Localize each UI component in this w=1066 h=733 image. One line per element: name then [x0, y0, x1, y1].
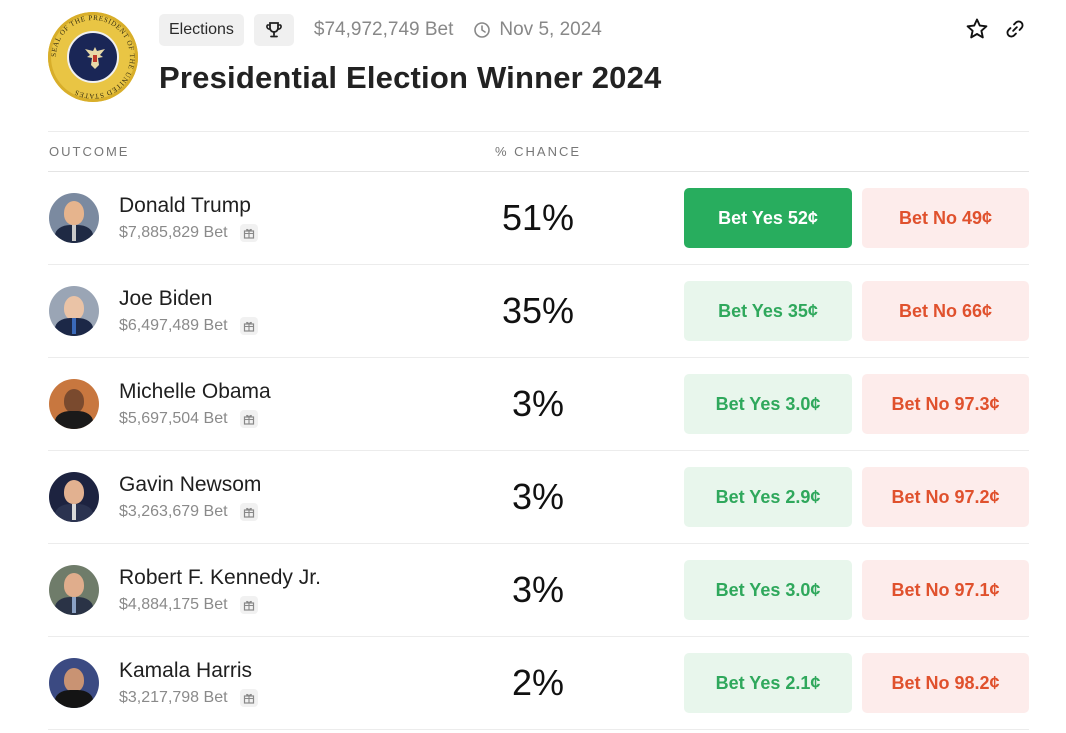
star-icon: [966, 18, 988, 39]
gift-icon[interactable]: [239, 503, 258, 521]
table-row: Michelle Obama $5,697,504 Bet 3% Bet Yes…: [48, 358, 1029, 451]
link-icon: [1006, 20, 1024, 38]
outcome-info: Kamala Harris $3,217,798 Bet: [119, 659, 489, 707]
outcome-volume-text: $7,885,829 Bet: [119, 224, 228, 241]
category-chip[interactable]: Elections: [159, 13, 244, 46]
trophy-chip[interactable]: [253, 13, 294, 46]
bet-yes-button[interactable]: Bet Yes 52¢: [684, 188, 852, 248]
outcome-volume: $3,263,679 Bet: [119, 503, 489, 521]
outcome-volume-text: $3,263,679 Bet: [119, 503, 228, 520]
presidential-seal-image: SEAL OF THE PRESIDENT OF THE UNITED STAT…: [48, 12, 138, 102]
market-meta: Elections $74,972,749 Bet Nov 5, 2024: [159, 13, 602, 46]
outcome-volume: $3,217,798 Bet: [119, 689, 489, 707]
column-header-chance: % CHANCE: [494, 144, 582, 159]
eagle-icon: [85, 47, 105, 69]
market-date: Nov 5, 2024: [473, 18, 602, 41]
outcome-name[interactable]: Robert F. Kennedy Jr.: [119, 566, 321, 589]
avatar-kamala-harris: [49, 658, 99, 708]
avatar-robert-f-kennedy-jr: [49, 565, 99, 615]
bet-yes-button[interactable]: Bet Yes 35¢: [684, 281, 852, 341]
table-row: Joe Biden $6,497,489 Bet 35% Bet Yes 35¢…: [48, 265, 1029, 358]
outcome-name[interactable]: Donald Trump: [119, 194, 251, 217]
outcome-chance: 35%: [501, 290, 575, 331]
outcome-volume-text: $5,697,504 Bet: [119, 410, 228, 427]
copy-link-button[interactable]: [1002, 16, 1028, 42]
gift-icon[interactable]: [239, 410, 258, 428]
bet-no-button[interactable]: Bet No 97.3¢: [862, 374, 1029, 434]
outcome-chance: 3%: [511, 569, 565, 610]
outcome-name[interactable]: Michelle Obama: [119, 380, 271, 403]
avatar-joe-biden: [49, 286, 99, 336]
avatar-michelle-obama: [49, 379, 99, 429]
header-actions: [964, 16, 1028, 42]
outcome-name[interactable]: Joe Biden: [119, 287, 213, 310]
table-row: Gavin Newsom $3,263,679 Bet 3% Bet Yes 2…: [48, 451, 1029, 544]
bet-yes-button[interactable]: Bet Yes 3.0¢: [684, 374, 852, 434]
outcome-info: Robert F. Kennedy Jr. $4,884,175 Bet: [119, 566, 489, 614]
market-date-text: Nov 5, 2024: [499, 18, 602, 40]
outcome-name[interactable]: Kamala Harris: [119, 659, 253, 682]
outcome-volume-text: $3,217,798 Bet: [119, 689, 228, 706]
outcome-chance: 2%: [511, 662, 565, 703]
outcome-chance: 3%: [511, 476, 565, 517]
outcomes-table: OUTCOME % CHANCE Donald Trump $7,885,829…: [48, 131, 1029, 730]
outcome-info: Donald Trump $7,885,829 Bet: [119, 194, 489, 242]
outcome-info: Gavin Newsom $3,263,679 Bet: [119, 473, 489, 521]
bet-yes-button[interactable]: Bet Yes 2.1¢: [684, 653, 852, 713]
market-header: SEAL OF THE PRESIDENT OF THE UNITED STAT…: [0, 0, 1066, 130]
bet-yes-button[interactable]: Bet Yes 3.0¢: [684, 560, 852, 620]
bet-no-button[interactable]: Bet No 66¢: [862, 281, 1029, 341]
trophy-icon: [266, 21, 282, 37]
gift-icon[interactable]: [239, 596, 258, 614]
bet-yes-button[interactable]: Bet Yes 2.9¢: [684, 467, 852, 527]
table-row: Kamala Harris $3,217,798 Bet 2% Bet Yes …: [48, 637, 1029, 730]
outcome-chance: 51%: [501, 197, 575, 238]
clock-icon: [474, 21, 491, 38]
column-header-outcome: OUTCOME: [49, 144, 130, 159]
market-volume: $74,972,749 Bet: [313, 18, 454, 40]
gift-icon[interactable]: [239, 224, 258, 242]
avatar-donald-trump: [49, 193, 99, 243]
gift-icon[interactable]: [239, 317, 258, 335]
outcome-volume: $4,884,175 Bet: [119, 596, 489, 614]
gift-icon[interactable]: [239, 689, 258, 707]
avatar-gavin-newsom: [49, 472, 99, 522]
bet-no-button[interactable]: Bet No 49¢: [862, 188, 1029, 248]
table-header: OUTCOME % CHANCE: [48, 132, 1029, 172]
table-row: Donald Trump $7,885,829 Bet 51% Bet Yes …: [48, 172, 1029, 265]
page-title: Presidential Election Winner 2024: [159, 60, 662, 95]
outcome-name[interactable]: Gavin Newsom: [119, 473, 262, 496]
outcome-volume-text: $6,497,489 Bet: [119, 317, 228, 334]
bet-no-button[interactable]: Bet No 97.1¢: [862, 560, 1029, 620]
seal-center: [67, 31, 119, 83]
bet-no-button[interactable]: Bet No 98.2¢: [862, 653, 1029, 713]
favorite-button[interactable]: [964, 16, 990, 42]
outcome-volume: $7,885,829 Bet: [119, 224, 489, 242]
bet-no-button[interactable]: Bet No 97.2¢: [862, 467, 1029, 527]
outcome-volume-text: $4,884,175 Bet: [119, 596, 228, 613]
outcome-volume: $5,697,504 Bet: [119, 410, 489, 428]
outcome-info: Michelle Obama $5,697,504 Bet: [119, 380, 489, 428]
outcome-volume: $6,497,489 Bet: [119, 317, 489, 335]
outcome-info: Joe Biden $6,497,489 Bet: [119, 287, 489, 335]
table-row: Robert F. Kennedy Jr. $4,884,175 Bet 3% …: [48, 544, 1029, 637]
outcome-chance: 3%: [511, 383, 565, 424]
